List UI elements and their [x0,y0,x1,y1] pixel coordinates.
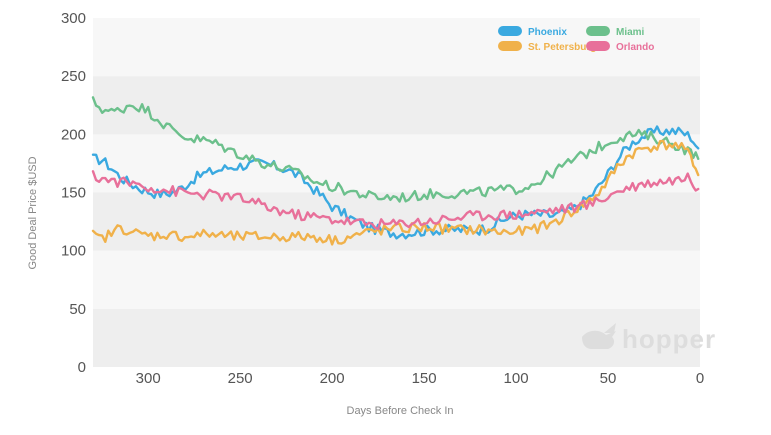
x-axis-title: Days Before Check In [347,405,454,417]
legend: Phoenix Miami St. Petersburg Orlando [498,26,654,53]
series-line-orlando [91,170,700,231]
grid-bands [93,18,700,367]
series-line-miami [91,96,700,203]
x-tick-label: 200 [320,370,345,387]
grid-band [93,192,700,251]
watermark-text: hopper [622,324,716,354]
rabbit-icon [582,323,616,349]
legend-swatch [498,41,522,51]
y-tick-label: 150 [61,185,86,202]
y-axis-title: Good Deal Price $USD [27,156,39,269]
y-axis-ticks: 0 50 100 150 200 250 300 [61,10,86,376]
y-tick-label: 50 [69,301,86,318]
x-tick-label: 250 [228,370,253,387]
x-axis-ticks: 300 250 200 150 100 50 0 [136,370,705,387]
x-tick-label: 0 [696,370,704,387]
series-lines [91,96,700,246]
x-tick-label: 100 [504,370,529,387]
legend-swatch [586,26,610,36]
legend-label: Orlando [616,42,654,53]
x-tick-label: 50 [600,370,617,387]
hopper-logo: hopper [582,323,716,354]
legend-label: St. Petersburg [528,42,596,53]
y-tick-label: 300 [61,10,86,27]
series-line-phoenix [91,125,700,240]
legend-swatch [498,26,522,36]
x-tick-label: 300 [136,370,161,387]
legend-label: Phoenix [528,27,567,38]
y-tick-label: 0 [78,359,86,376]
y-tick-label: 250 [61,68,86,85]
legend-swatch [586,41,610,51]
grid-band [93,76,700,135]
y-tick-label: 200 [61,126,86,143]
legend-label: Miami [616,27,645,38]
grid-band [93,250,700,309]
y-tick-label: 100 [61,243,86,260]
x-tick-label: 150 [412,370,437,387]
